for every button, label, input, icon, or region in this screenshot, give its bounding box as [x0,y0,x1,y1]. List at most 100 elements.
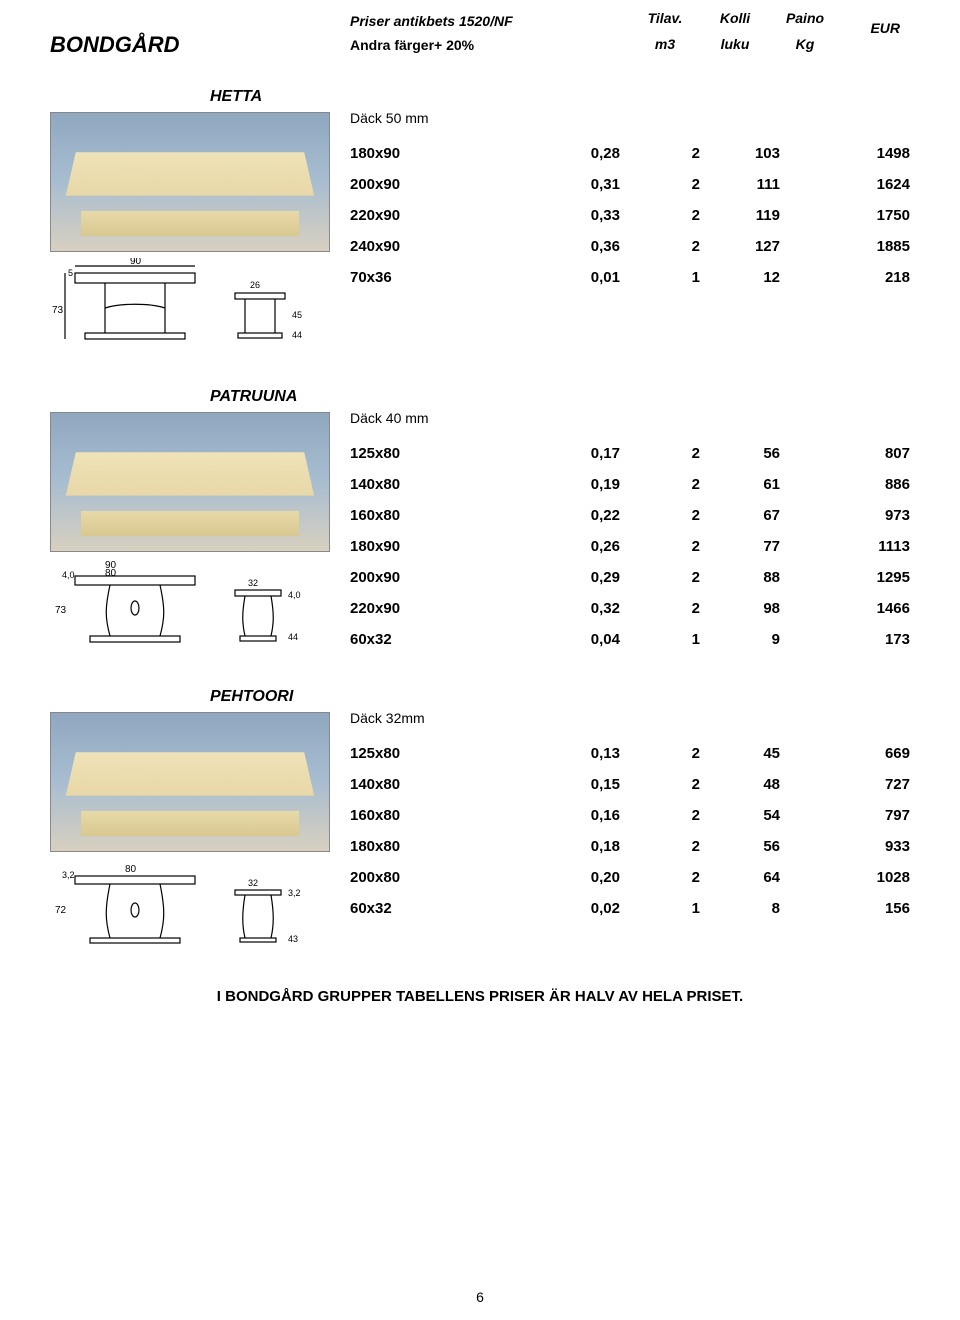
product-diagram: 90 73 5 26 45 44 [50,258,330,363]
cell: 1 [620,893,700,924]
table-row: 180x900,2821031498 [350,138,910,169]
cell: 0,15 [510,769,620,800]
cell: 180x90 [350,138,510,169]
section-pehtoori: 80 72 3,2 32 3,2 43 PEHTOORI Däck 32mm 1… [50,688,910,963]
table-row: 160x800,22267973 [350,500,910,531]
cell: 180x80 [350,831,510,862]
cell: 111 [700,169,780,200]
cell: 2 [620,800,700,831]
cell: 797 [780,800,910,831]
table-row: 140x800,19261886 [350,469,910,500]
page-number: 6 [0,1289,960,1305]
cell: 200x90 [350,562,510,593]
cell: 727 [780,769,910,800]
price-table: 125x800,13245669140x800,15248727160x800,… [350,738,910,924]
cell: 2 [620,469,700,500]
cell: 240x90 [350,231,510,262]
page-header: BONDGÅRD Priser antikbets 1520/NF Andra … [50,10,910,58]
cell: 60x32 [350,624,510,655]
product-diagram: 80 72 3,2 32 3,2 43 [50,858,330,963]
cell: 1028 [780,862,910,893]
cell: 0,17 [510,438,620,469]
cell: 180x90 [350,531,510,562]
cell: 140x80 [350,769,510,800]
table-row: 200x800,202641028 [350,862,910,893]
svg-text:3,2: 3,2 [62,870,75,880]
product-photo [50,112,330,252]
cell: 1624 [780,169,910,200]
cell: 1885 [780,231,910,262]
cell: 88 [700,562,780,593]
cell: 0,33 [510,200,620,231]
table-row: 160x800,16254797 [350,800,910,831]
cell: 140x80 [350,469,510,500]
svg-text:3,2: 3,2 [288,888,301,898]
cell: 2 [620,138,700,169]
cell: 160x80 [350,500,510,531]
cell: 0,32 [510,593,620,624]
cell: 0,29 [510,562,620,593]
cell: 2 [620,169,700,200]
col-luku: luku [700,36,770,52]
table-row: 140x800,15248727 [350,769,910,800]
cell: 61 [700,469,780,500]
cell: 48 [700,769,780,800]
table-row: 200x900,3121111624 [350,169,910,200]
svg-text:44: 44 [292,330,302,340]
cell: 119 [700,200,780,231]
cell: 886 [780,469,910,500]
cell: 2 [620,231,700,262]
cell: 200x80 [350,862,510,893]
cell: 54 [700,800,780,831]
product-name: PATRUUNA [210,388,910,406]
cell: 933 [780,831,910,862]
table-row: 180x800,18256933 [350,831,910,862]
cell: 2 [620,862,700,893]
table-row: 240x900,3621271885 [350,231,910,262]
cell: 218 [780,262,910,293]
cell: 103 [700,138,780,169]
cell: 1295 [780,562,910,593]
product-diagram: 90 80 73 4,0 32 4,0 44 [50,558,330,663]
product-subhead: Däck 32mm [350,710,910,726]
cell: 0,18 [510,831,620,862]
cell: 973 [780,500,910,531]
cell: 0,26 [510,531,620,562]
cell: 2 [620,562,700,593]
cell: 45 [700,738,780,769]
cell: 200x90 [350,169,510,200]
product-name: HETTA [210,88,910,106]
svg-text:43: 43 [288,934,298,944]
col-m3: m3 [630,36,700,52]
cell: 0,19 [510,469,620,500]
svg-text:4,0: 4,0 [288,590,301,600]
cell: 156 [780,893,910,924]
product-subhead: Däck 40 mm [350,410,910,426]
cell: 127 [700,231,780,262]
footer-note: I BONDGÅRD GRUPPER TABELLENS PRISER ÄR H… [50,988,910,1005]
product-photo [50,412,330,552]
cell: 1466 [780,593,910,624]
svg-text:80: 80 [105,568,117,579]
cell: 125x80 [350,738,510,769]
table-row: 200x900,292881295 [350,562,910,593]
cell: 67 [700,500,780,531]
cell: 1750 [780,200,910,231]
cell: 220x90 [350,200,510,231]
cell: 1 [620,262,700,293]
product-subhead: Däck 50 mm [350,110,910,126]
svg-text:73: 73 [52,305,64,316]
header-note-2: Andra färger+ 20% [350,34,630,58]
table-row: 220x900,3321191750 [350,200,910,231]
section-patruuna: 90 80 73 4,0 32 4,0 44 PATRUUNA Däck 40 … [50,388,910,663]
col-kolli: Kolli [700,10,770,36]
table-row: 125x800,13245669 [350,738,910,769]
cell: 0,22 [510,500,620,531]
svg-text:90: 90 [130,258,142,267]
cell: 1 [620,624,700,655]
cell: 669 [780,738,910,769]
cell: 0,20 [510,862,620,893]
cell: 160x80 [350,800,510,831]
svg-text:80: 80 [125,864,137,875]
cell: 807 [780,438,910,469]
